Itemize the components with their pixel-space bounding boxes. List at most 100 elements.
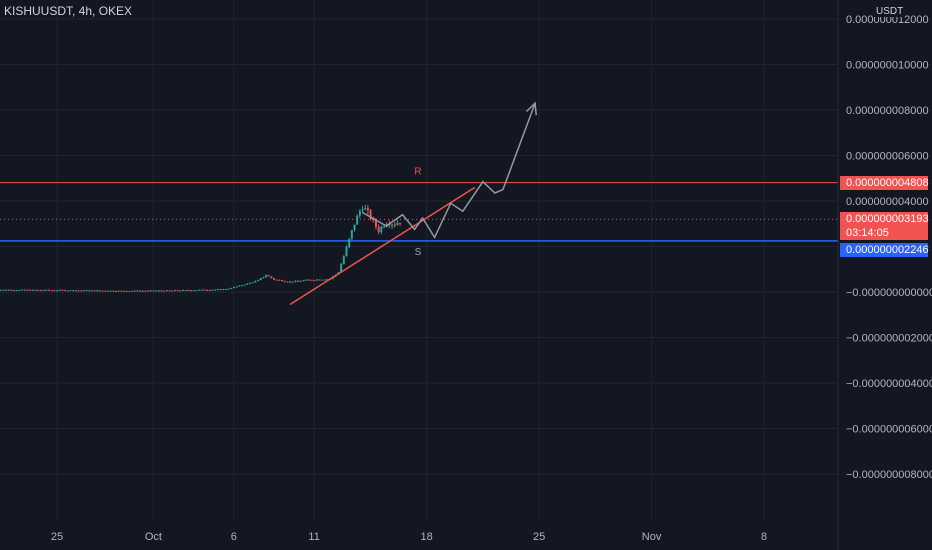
time-tick-label: 25 [533, 531, 545, 543]
candle-body [144, 290, 147, 292]
candle-body [23, 289, 26, 291]
candle-body [350, 229, 353, 239]
price-tick-label: −0.000000004000 [846, 378, 932, 390]
candle-body [291, 281, 294, 283]
candle-body [141, 290, 144, 292]
candle-body [93, 290, 96, 292]
candle-body [289, 281, 292, 283]
candle-body [377, 226, 380, 233]
candle-body [380, 226, 383, 233]
candle-body [356, 215, 359, 225]
candle-body [136, 290, 139, 292]
candle-body [128, 290, 131, 292]
candle-body [286, 281, 289, 283]
time-tick-label: 8 [761, 531, 767, 543]
candle-body [235, 286, 238, 288]
candle-body [163, 290, 166, 292]
price-tick-label: −0.000000006000 [846, 424, 932, 436]
candle-body [270, 276, 273, 279]
candle-body [18, 289, 21, 291]
candle-body [240, 285, 243, 287]
candle-body [88, 290, 91, 292]
price-tick-label: −0.000000008000 [846, 469, 932, 481]
candle-body [393, 224, 396, 226]
candle-body [21, 289, 24, 291]
price-tick-label: 0.000000004000 [846, 196, 929, 208]
candle-body [112, 290, 115, 292]
candle-body [243, 284, 246, 286]
time-tick-label: Oct [145, 531, 162, 543]
price-levels: RS [0, 167, 838, 258]
candle-body [115, 291, 117, 293]
candle-body [58, 289, 61, 291]
candle-body [326, 279, 329, 281]
candle-body [15, 290, 18, 292]
candle-body [74, 290, 77, 292]
candle-body [254, 281, 257, 283]
candle-body [160, 290, 163, 292]
candle-body [120, 290, 123, 292]
candle-body [342, 256, 345, 265]
candle-body [131, 290, 134, 292]
price-tick-label: 0.000000012000 [846, 14, 929, 26]
price-axis: 0.000000012000 0.000000010000 0.0000000080… [837, 0, 932, 550]
candle-body [230, 288, 233, 290]
candle-body [149, 290, 152, 292]
candle-body [96, 290, 99, 292]
candle-body [299, 280, 302, 282]
candle-body [340, 264, 343, 273]
support-price-tag: 0.000000002246 [840, 242, 929, 257]
candle-body [305, 279, 308, 281]
time-axis: 25 Oct 6 11 18 25 Nov 8 [51, 531, 767, 543]
candle-body [275, 279, 278, 281]
time-tick-label: 11 [308, 531, 319, 543]
candle-body [80, 290, 83, 292]
candle-body [391, 224, 394, 226]
chart-grid [0, 0, 838, 520]
candle-body [192, 290, 195, 292]
candle-body [238, 285, 241, 287]
candle-body [42, 290, 45, 292]
time-tick-label: 18 [420, 531, 432, 543]
candle-body [224, 289, 227, 291]
candle-body [358, 211, 361, 216]
candle-body [82, 290, 85, 292]
candle-body [45, 289, 48, 291]
candles [0, 204, 402, 293]
candle-body [98, 290, 101, 292]
candle-body [29, 289, 32, 291]
candle-body [383, 226, 385, 228]
candle-body [321, 279, 324, 281]
time-tick-label: 6 [231, 531, 237, 543]
candle-body [190, 290, 193, 292]
axis-unit-label: USDT [874, 6, 906, 17]
candle-body [34, 289, 37, 291]
candle-body [203, 289, 206, 291]
candle-body [348, 238, 351, 247]
candle-body [283, 281, 286, 283]
candle-body [157, 290, 160, 292]
projection-arrowhead [525, 101, 537, 116]
candle-body [361, 209, 364, 212]
candle-body [7, 289, 10, 291]
candle-body [69, 290, 72, 292]
candle-body [302, 280, 305, 282]
candle-body [133, 290, 136, 292]
candle-body [187, 290, 190, 292]
candle-body [109, 290, 112, 292]
candle-body [364, 208, 367, 210]
candle-body [208, 289, 211, 291]
price-tick-label: 0.000000010000 [846, 60, 929, 72]
candle-body [85, 290, 88, 292]
candle-body [173, 290, 176, 292]
projection-path [361, 102, 536, 239]
candle-body [10, 289, 13, 291]
candle-body [72, 290, 75, 292]
chart-drawings [289, 101, 537, 306]
price-tick-label: −0.000000002000 [846, 333, 932, 345]
candle-body [5, 289, 8, 291]
candle-body [90, 290, 93, 292]
candle-body [139, 290, 142, 292]
candle-body [117, 290, 120, 292]
